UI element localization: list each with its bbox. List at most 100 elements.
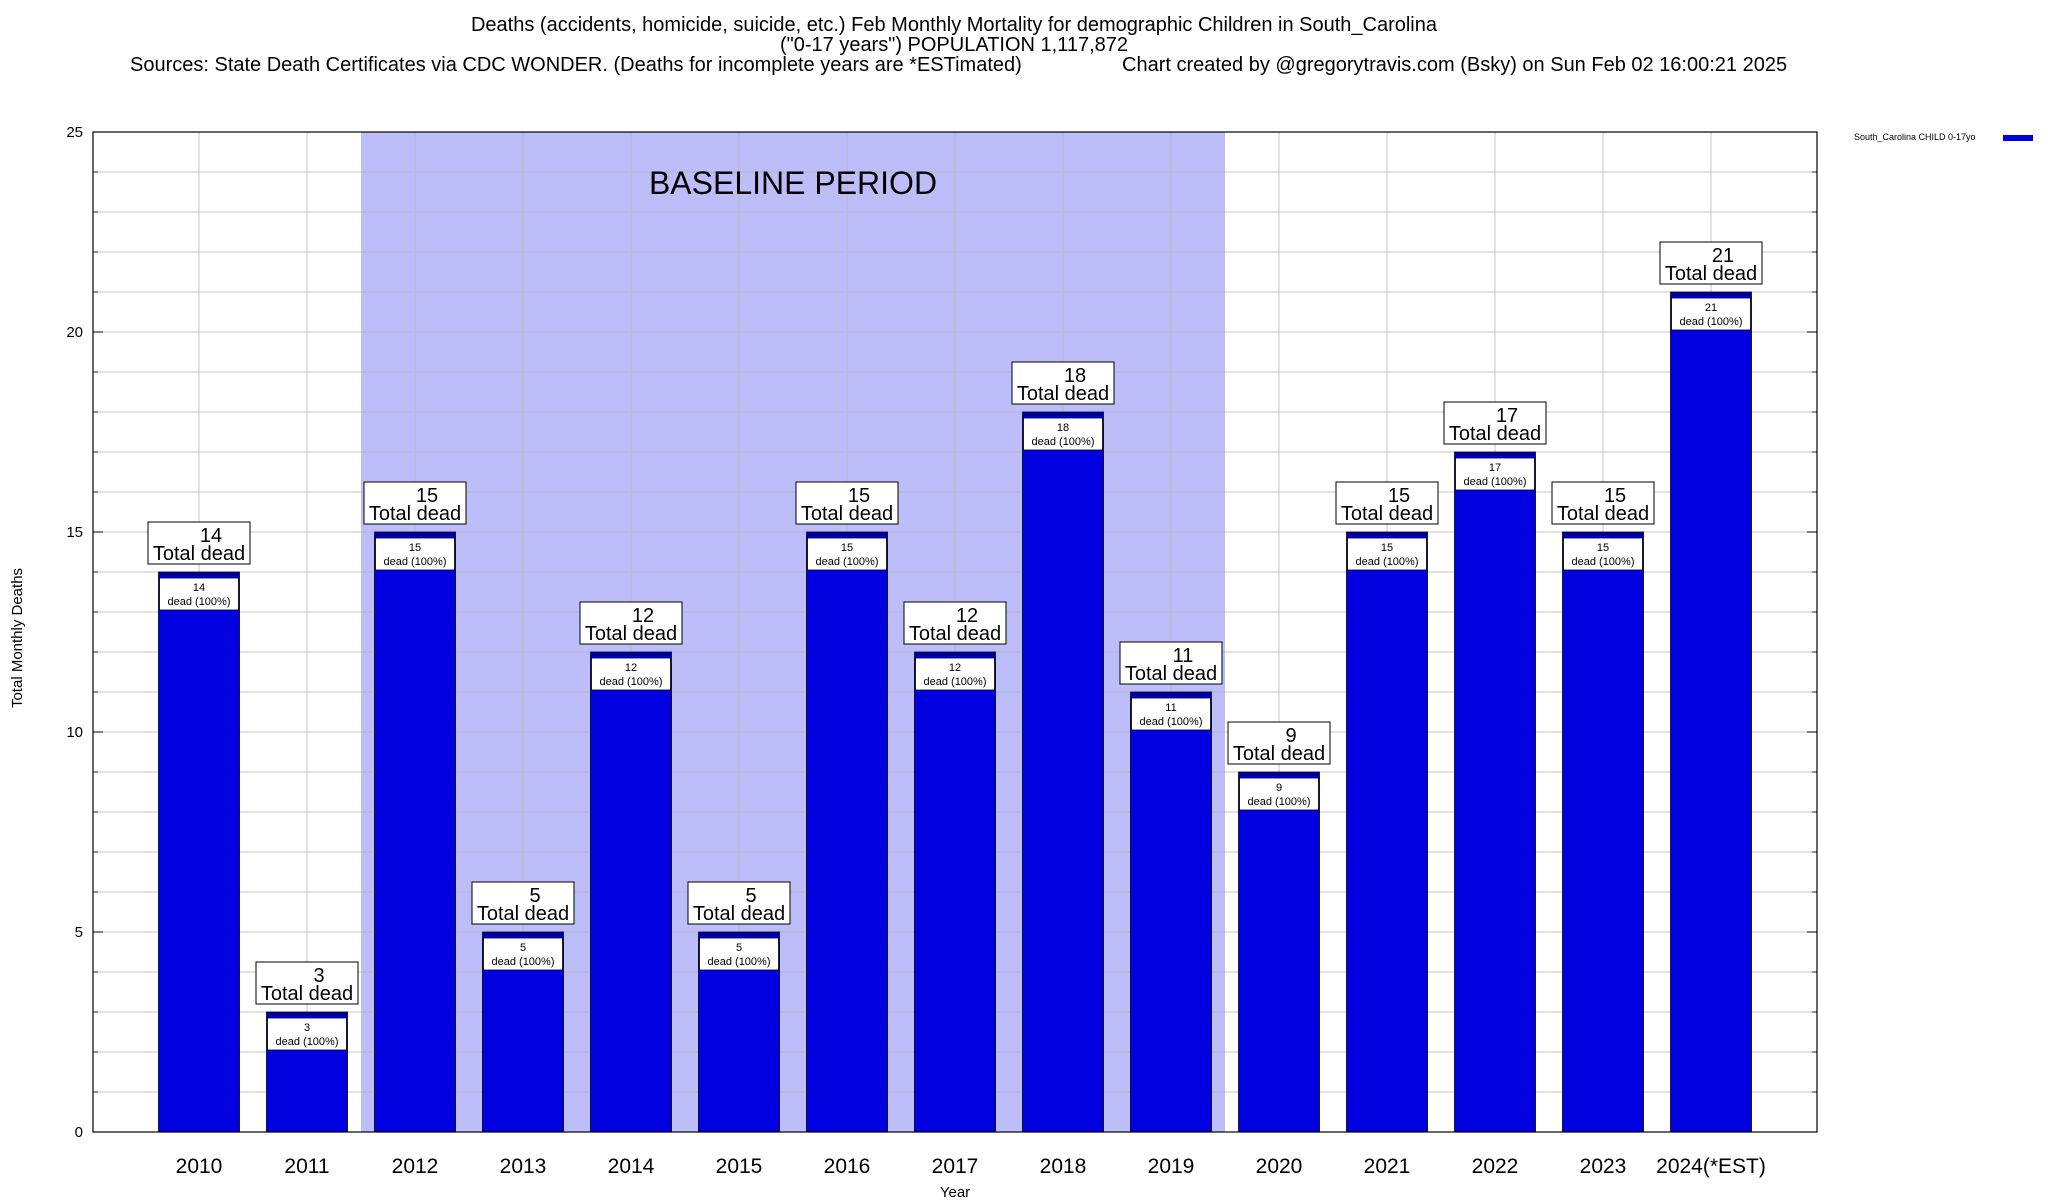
total-label-box: [147, 521, 251, 565]
segment-percent-label: dead (100%): [384, 556, 447, 568]
total-dead-label: Total dead: [1125, 663, 1217, 685]
segment-percent-label: dead (100%): [1248, 796, 1311, 808]
segment-label-box: [483, 937, 563, 971]
bar: [374, 531, 456, 1133]
total-value-label: 15: [1604, 485, 1626, 507]
chart-subtitle: ("0-17 years") POPULATION 1,117,872: [779, 34, 1129, 56]
y-tick-label: 15: [66, 524, 83, 541]
total-value-label: 12: [632, 605, 654, 627]
segment-label-box: [1239, 777, 1319, 811]
bar-cap: [1670, 292, 1752, 296]
bar: [1346, 531, 1428, 1133]
plot-frame: [92, 131, 1818, 1133]
chart-sources: Sources: State Death Certificates via CD…: [130, 54, 1022, 76]
total-label-box: [471, 881, 575, 925]
segment-value-label: 15: [1597, 542, 1609, 554]
y-tick-label: 10: [66, 724, 83, 741]
total-label-box: [795, 481, 899, 525]
total-label-box: [363, 481, 467, 525]
segment-label-box: [591, 657, 671, 691]
segment-value-label: 21: [1705, 302, 1717, 314]
segment-value-label: 18: [1057, 422, 1069, 434]
segment-percent-label: dead (100%): [1572, 556, 1635, 568]
segment-label-box: [699, 937, 779, 971]
total-value-label: 5: [745, 885, 756, 907]
total-label-box: [1119, 641, 1223, 685]
y-tick-label: 25: [66, 124, 83, 141]
segment-label-box: [1455, 457, 1535, 491]
x-tick-label: 2018: [1040, 1155, 1087, 1178]
total-value-label: 9: [1285, 725, 1296, 747]
total-label-box: [1011, 361, 1115, 405]
x-tick-label: 2010: [176, 1155, 223, 1178]
total-dead-label: Total dead: [369, 503, 461, 525]
total-dead-label: Total dead: [261, 983, 353, 1005]
x-tick-label: 2021: [1364, 1155, 1411, 1178]
total-label-box: [1659, 241, 1763, 285]
y-axis: 0 5 10 15 20 25: [66, 124, 1817, 1141]
total-dead-label: Total dead: [1665, 263, 1757, 285]
bar-cap: [806, 532, 888, 536]
segment-value-label: 15: [1381, 542, 1393, 554]
segment-value-label: 14: [193, 582, 205, 594]
total-dead-label: Total dead: [153, 543, 245, 565]
total-dead-label: Total dead: [1341, 503, 1433, 525]
bar-cap: [1346, 532, 1428, 536]
total-dead-label: Total dead: [585, 623, 677, 645]
bar-cap: [698, 932, 780, 936]
bar: [914, 651, 996, 1133]
y-tick-label: 0: [75, 1124, 83, 1141]
segment-percent-label: dead (100%): [168, 596, 231, 608]
segment-label-box: [1563, 537, 1643, 571]
bar-cap: [1562, 532, 1644, 536]
total-label-box: [1227, 721, 1331, 765]
total-dead-label: Total dead: [693, 903, 785, 925]
segment-label-box: [807, 537, 887, 571]
total-dead-label: Total dead: [1017, 383, 1109, 405]
bar-cap: [1022, 412, 1104, 416]
total-value-label: 12: [956, 605, 978, 627]
x-tick-label: 2020: [1256, 1155, 1303, 1178]
bar-cap: [374, 532, 456, 536]
total-label-box: [1443, 401, 1547, 445]
segment-value-label: 5: [736, 942, 742, 954]
segment-percent-label: dead (100%): [924, 676, 987, 688]
x-tick-label: 2015: [716, 1155, 763, 1178]
bar: [1562, 531, 1644, 1133]
segment-label-box: [915, 657, 995, 691]
x-axis: 2010 2011 2012 2013 2014 2015 2016 2017 2018 2019…: [176, 1155, 1766, 1178]
total-dead-label: Total dead: [1449, 423, 1541, 445]
segment-value-label: 15: [409, 542, 421, 554]
bar: [1130, 691, 1212, 1133]
x-tick-label: 2017: [932, 1155, 979, 1178]
segment-label-box: [1347, 537, 1427, 571]
total-dead-label: Total dead: [1557, 503, 1649, 525]
segment-value-label: 15: [841, 542, 853, 554]
bar-cap: [1454, 452, 1536, 456]
total-dead-label: Total dead: [1233, 743, 1325, 765]
total-value-label: 15: [848, 485, 870, 507]
segment-label-box: [267, 1017, 347, 1051]
segment-percent-label: dead (100%): [492, 956, 555, 968]
segment-label-box: [1131, 697, 1211, 731]
segment-percent-label: dead (100%): [1140, 716, 1203, 728]
total-value-label: 3: [313, 965, 324, 987]
segment-value-label: 11: [1165, 702, 1176, 714]
bar: [1454, 451, 1536, 1133]
total-value-label: 15: [416, 485, 438, 507]
legend-swatch: [2003, 135, 2033, 141]
segment-value-label: 5: [520, 942, 526, 954]
baseline-period-label: BASELINE PERIOD: [649, 165, 937, 201]
x-tick-label: 2011: [284, 1155, 329, 1178]
segment-value-label: 12: [949, 662, 961, 674]
segment-label-box: [375, 537, 455, 571]
segment-percent-label: dead (100%): [1680, 316, 1743, 328]
bar-cap: [1238, 772, 1320, 776]
total-label-box: [255, 961, 359, 1005]
total-dead-label: Total dead: [477, 903, 569, 925]
y-tick-label: 20: [66, 324, 83, 341]
total-label-box: [579, 601, 683, 645]
segment-label-box: [1671, 297, 1751, 331]
total-value-label: 17: [1496, 405, 1518, 427]
